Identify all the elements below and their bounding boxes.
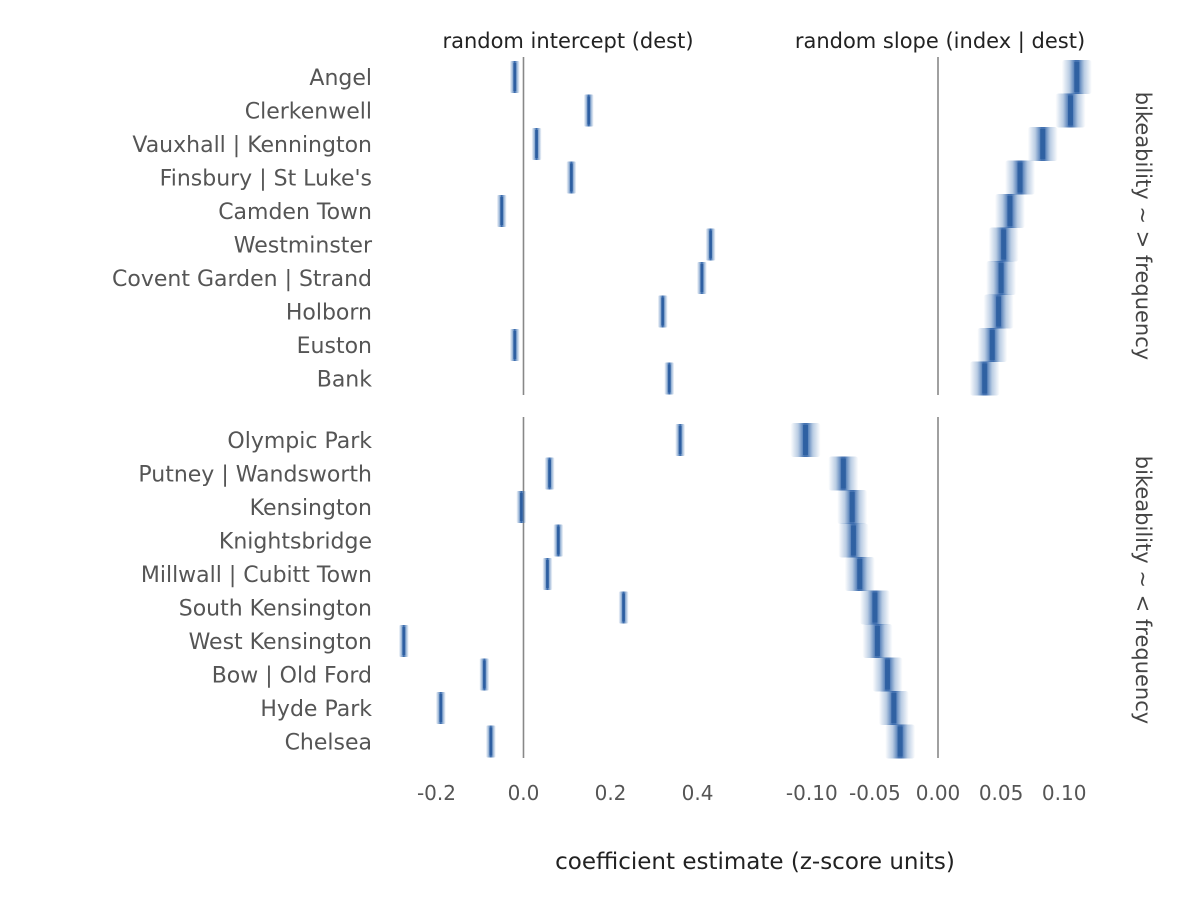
category-label: Covent Garden | Strand (112, 267, 372, 292)
intercept-point-core (661, 297, 665, 326)
intercept-point-core (439, 694, 443, 722)
slope-point-core (891, 693, 897, 723)
x-tick-label: 0.00 (916, 781, 961, 805)
slope-point-core (1074, 62, 1080, 92)
slope-point-core (897, 726, 903, 757)
category-label: Euston (297, 334, 372, 359)
slope-point-core (874, 626, 880, 656)
category-label: Holborn (286, 301, 372, 326)
slope-point-core (982, 363, 988, 394)
x-tick-label: -0.10 (786, 781, 838, 805)
x-tick-label: 0.0 (508, 781, 540, 805)
intercept-point-core (700, 264, 704, 292)
x-axis-title: coefficient estimate (z-score units) (555, 849, 955, 875)
slope-point-core (885, 659, 891, 690)
category-label: Clerkenwell (245, 100, 372, 125)
slope-point-core (1001, 229, 1007, 260)
category-label: Camden Town (218, 200, 372, 225)
strip-label-bottom: bikeability ~ < frequency (1131, 456, 1155, 724)
intercept-point-core (622, 593, 625, 622)
zero-lines (522, 57, 939, 758)
intercept-point-core (569, 163, 573, 192)
intercept-point-core (489, 727, 493, 756)
category-label: Hyde Park (260, 697, 372, 722)
intercept-point-core (513, 331, 517, 359)
intercept-point-core (556, 526, 560, 555)
slope-point-core (857, 559, 863, 589)
intercept-point-core (519, 493, 523, 521)
intercept-point-core (709, 230, 712, 259)
slope-point-core (1007, 196, 1013, 226)
slope-point-core (996, 296, 1002, 327)
category-label: South Kensington (179, 597, 372, 622)
category-label: Angel (309, 66, 372, 91)
slope-point-core (803, 425, 808, 455)
x-tick-label: 0.05 (979, 781, 1024, 805)
intercept-point-core (500, 197, 504, 225)
panel-title-slope: random slope (index | dest) (795, 29, 1085, 54)
slope-point-core (1017, 162, 1023, 193)
category-label: West Kensington (189, 630, 372, 655)
category-label: Putney | Wandsworth (138, 463, 372, 488)
slope-point-core (1068, 95, 1073, 126)
panel-title-intercept: random intercept (dest) (442, 29, 693, 53)
category-label: Knightsbridge (219, 530, 372, 555)
intercept-point-core (402, 627, 406, 655)
category-label: Westminster (234, 234, 373, 259)
slope-point-core (850, 525, 856, 556)
category-labels: Angel Clerkenwell Vauxhall | Kennington Fin… (112, 66, 373, 756)
intercept-point-core (482, 660, 486, 689)
x-tick-labels: -0.2 0.0 0.2 0.4 -0.10 -0.05 0.00 0.05 0.10 (417, 781, 1087, 805)
category-label: Kensington (250, 496, 372, 521)
intercept-point-core (546, 560, 549, 588)
intercept-point-core (587, 96, 591, 125)
x-tick-label: 0.4 (682, 781, 714, 805)
slope-point-core (840, 458, 846, 489)
category-label: Millwall | Cubitt Town (141, 563, 372, 588)
x-tick-label: -0.2 (417, 781, 456, 805)
intercept-point-core (667, 364, 671, 393)
category-label: Bank (317, 368, 373, 393)
slope-point-core (1040, 129, 1046, 159)
intercept-point-core (678, 426, 682, 454)
category-label: Vauxhall | Kennington (132, 133, 372, 158)
strip-label-top: bikeability ~ > frequency (1131, 92, 1155, 360)
category-label: Chelsea (285, 731, 372, 756)
intercept-point-core (513, 63, 517, 91)
slope-point-core (998, 263, 1004, 293)
intercept-point-core (535, 130, 538, 158)
x-tick-label: -0.05 (849, 781, 901, 805)
category-label: Bow | Old Ford (212, 664, 372, 689)
intercept-point-core (548, 459, 551, 488)
category-label: Olympic Park (227, 429, 372, 454)
slope-point-core (989, 330, 995, 360)
x-tick-label: 0.2 (595, 781, 627, 805)
x-tick-label: 0.10 (1042, 781, 1087, 805)
slope-point-core (872, 592, 878, 623)
data-marks (398, 60, 1092, 759)
category-label: Finsbury | St Luke's (160, 167, 372, 192)
slope-point-core (849, 492, 855, 522)
